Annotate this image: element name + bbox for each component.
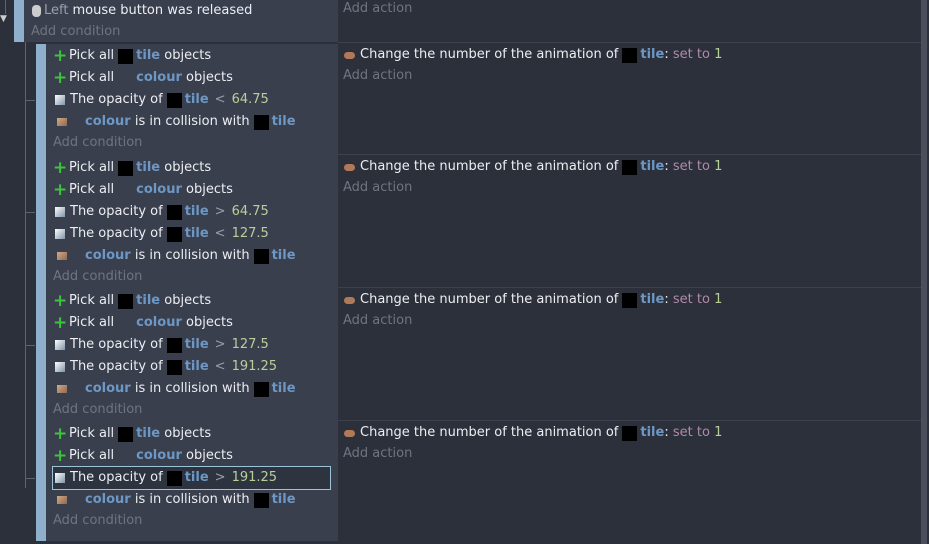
object-thumbnail (118, 293, 134, 309)
pick-all-icon: + (53, 424, 68, 444)
condition-collision[interactable]: colour is in collision with tile (53, 489, 296, 511)
opacity-icon (55, 229, 65, 239)
sub-event-bar[interactable] (36, 289, 46, 430)
object-thumbnail (622, 425, 638, 441)
sub-event-bar[interactable] (36, 422, 46, 541)
animation-icon (344, 296, 355, 304)
condition-pick[interactable]: + Pick all colour objects (53, 68, 233, 88)
condition-opacity[interactable]: The opacity of tile <127.5 (53, 223, 269, 245)
sub-event-bar[interactable] (36, 156, 46, 297)
tree-branch (25, 212, 35, 213)
condition-pick[interactable]: + Pick all colour objects (53, 446, 233, 466)
event-divider (338, 420, 921, 421)
condition-collision[interactable]: colour is in collision with tile (53, 111, 296, 133)
animation-icon (344, 429, 355, 437)
object-thumbnail (166, 337, 182, 353)
condition-pick[interactable]: + Pick all colour objects (53, 180, 233, 200)
animation-icon (344, 163, 355, 171)
object-thumbnail (253, 492, 269, 508)
add-condition-link[interactable]: Add condition (53, 402, 143, 417)
add-action-link[interactable]: Add action (343, 180, 413, 195)
opacity-icon (55, 340, 65, 350)
object-thumbnail (166, 470, 182, 486)
collision-icon (57, 496, 67, 504)
sub-event-conditions: + Pick all tile objects + Pick all colour obj… (46, 422, 338, 541)
collision-icon (57, 385, 67, 393)
object-thumbnail (118, 160, 134, 176)
condition-opacity[interactable]: The opacity of tile <191.25 (53, 356, 277, 378)
condition-mouse-released[interactable]: Left mouse button was released (32, 0, 252, 22)
collision-icon (57, 118, 67, 126)
add-condition-link[interactable]: Add condition (31, 24, 121, 39)
action-set-animation[interactable]: Change the number of the animation of til… (344, 44, 722, 66)
pick-all-icon: + (53, 68, 68, 88)
object-thumbnail (166, 204, 182, 220)
tree-line (25, 30, 26, 488)
object-thumbnail (118, 426, 134, 442)
tree-line (5, 0, 6, 14)
tree-branch (25, 478, 35, 479)
object-thumbnail (166, 92, 182, 108)
add-condition-link[interactable]: Add condition (53, 135, 143, 150)
opacity-icon (55, 473, 65, 483)
tree-branch (25, 100, 35, 101)
object-thumbnail (622, 292, 638, 308)
condition-collision[interactable]: colour is in collision with tile (53, 378, 296, 400)
condition-opacity[interactable]: The opacity of tile >191.25 (52, 466, 331, 490)
object-thumbnail (118, 48, 134, 64)
object-thumbnail (622, 159, 638, 175)
collapse-arrow-icon[interactable]: ▼ (0, 14, 7, 24)
add-action-link[interactable]: Add action (343, 68, 413, 83)
action-set-animation[interactable]: Change the number of the animation of til… (344, 422, 722, 444)
sub-event-conditions: + Pick all tile objects + Pick all colour obj… (46, 289, 338, 430)
event-divider (338, 287, 921, 288)
object-thumbnail (622, 47, 638, 63)
sub-event-conditions: + Pick all tile objects + Pick all colour obj… (46, 156, 338, 297)
mouse-icon (32, 5, 41, 17)
vertical-scrollbar[interactable] (921, 0, 927, 544)
condition-opacity[interactable]: The opacity of tile <64.75 (53, 89, 269, 111)
condition-pick[interactable]: + Pick all tile objects (53, 424, 212, 444)
condition-pick[interactable]: + Pick all tile objects (53, 158, 212, 178)
action-set-animation[interactable]: Change the number of the animation of til… (344, 156, 722, 178)
pick-all-icon: + (53, 446, 68, 466)
animation-icon (344, 51, 355, 59)
pick-all-icon: + (53, 158, 68, 178)
opacity-icon (55, 207, 65, 217)
condition-pick[interactable]: + Pick all tile objects (53, 46, 212, 66)
add-action-link[interactable]: Add action (343, 313, 413, 328)
tree-branch (25, 345, 35, 346)
opacity-icon (55, 95, 65, 105)
add-condition-link[interactable]: Add condition (53, 269, 143, 284)
collision-icon (57, 252, 67, 260)
sub-event-conditions: + Pick all tile objects + Pick all colour obj… (46, 44, 338, 163)
top-event-conditions: Left mouse button was released Add condi… (24, 0, 338, 42)
add-action-link[interactable]: Add action (343, 1, 413, 16)
event-divider (338, 42, 921, 43)
event-divider (338, 154, 921, 155)
event-bar[interactable] (14, 0, 24, 42)
action-set-animation[interactable]: Change the number of the animation of til… (344, 289, 722, 311)
pick-all-icon: + (53, 46, 68, 66)
condition-opacity[interactable]: The opacity of tile >64.75 (53, 201, 269, 223)
add-action-link[interactable]: Add action (343, 446, 413, 461)
add-condition-link[interactable]: Add condition (53, 513, 143, 528)
object-thumbnail (253, 248, 269, 264)
object-thumbnail (166, 226, 182, 242)
condition-collision[interactable]: colour is in collision with tile (53, 245, 296, 267)
object-thumbnail (166, 359, 182, 375)
object-thumbnail (253, 381, 269, 397)
sub-event-bar[interactable] (36, 44, 46, 163)
pick-all-icon: + (53, 313, 68, 333)
condition-pick[interactable]: + Pick all tile objects (53, 291, 212, 311)
pick-all-icon: + (53, 180, 68, 200)
opacity-icon (55, 362, 65, 372)
pick-all-icon: + (53, 291, 68, 311)
condition-pick[interactable]: + Pick all colour objects (53, 313, 233, 333)
condition-opacity[interactable]: The opacity of tile >127.5 (53, 334, 269, 356)
object-thumbnail (253, 114, 269, 130)
